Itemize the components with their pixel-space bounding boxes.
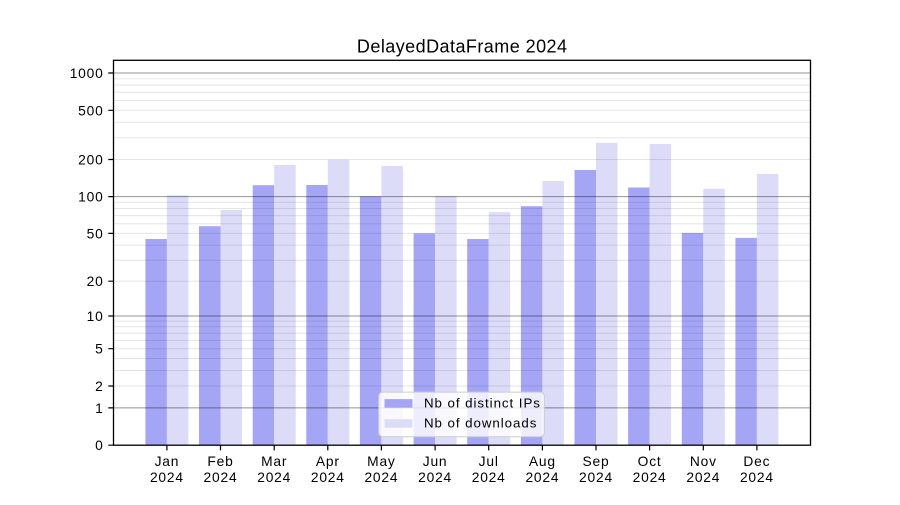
svg-text:2024: 2024 — [472, 470, 506, 485]
svg-text:5: 5 — [95, 342, 103, 357]
svg-text:2024: 2024 — [525, 470, 559, 485]
svg-text:Dec: Dec — [743, 454, 770, 469]
svg-text:Jan: Jan — [155, 454, 180, 469]
svg-text:200: 200 — [78, 153, 103, 168]
svg-text:Jun: Jun — [423, 454, 448, 469]
svg-text:Oct: Oct — [638, 454, 662, 469]
svg-text:Apr: Apr — [316, 454, 340, 469]
svg-text:May: May — [367, 454, 395, 469]
svg-text:2024: 2024 — [364, 470, 398, 485]
svg-text:500: 500 — [78, 103, 103, 118]
svg-text:Feb: Feb — [207, 454, 233, 469]
svg-text:Nb of downloads: Nb of downloads — [424, 415, 537, 430]
svg-text:2024: 2024 — [204, 470, 238, 485]
svg-text:50: 50 — [87, 226, 104, 241]
svg-text:1000: 1000 — [70, 66, 104, 81]
svg-text:Mar: Mar — [261, 454, 287, 469]
svg-text:2024: 2024 — [418, 470, 452, 485]
svg-text:Nb of distinct IPs: Nb of distinct IPs — [424, 395, 541, 410]
svg-text:2: 2 — [95, 379, 103, 394]
svg-text:Jul: Jul — [479, 454, 499, 469]
svg-text:Sep: Sep — [583, 454, 610, 469]
svg-text:2024: 2024 — [633, 470, 667, 485]
svg-text:10: 10 — [87, 309, 104, 324]
svg-text:2024: 2024 — [686, 470, 720, 485]
svg-text:2024: 2024 — [311, 470, 345, 485]
svg-text:100: 100 — [78, 190, 103, 205]
svg-text:Nov: Nov — [690, 454, 717, 469]
svg-text:Aug: Aug — [529, 454, 556, 469]
svg-text:2024: 2024 — [740, 470, 774, 485]
svg-text:1: 1 — [95, 401, 103, 416]
svg-text:20: 20 — [87, 274, 104, 289]
svg-text:0: 0 — [95, 438, 103, 453]
svg-text:2024: 2024 — [150, 470, 184, 485]
svg-text:2024: 2024 — [257, 470, 291, 485]
svg-text:2024: 2024 — [579, 470, 613, 485]
svg-text:DelayedDataFrame 2024: DelayedDataFrame 2024 — [357, 36, 568, 56]
